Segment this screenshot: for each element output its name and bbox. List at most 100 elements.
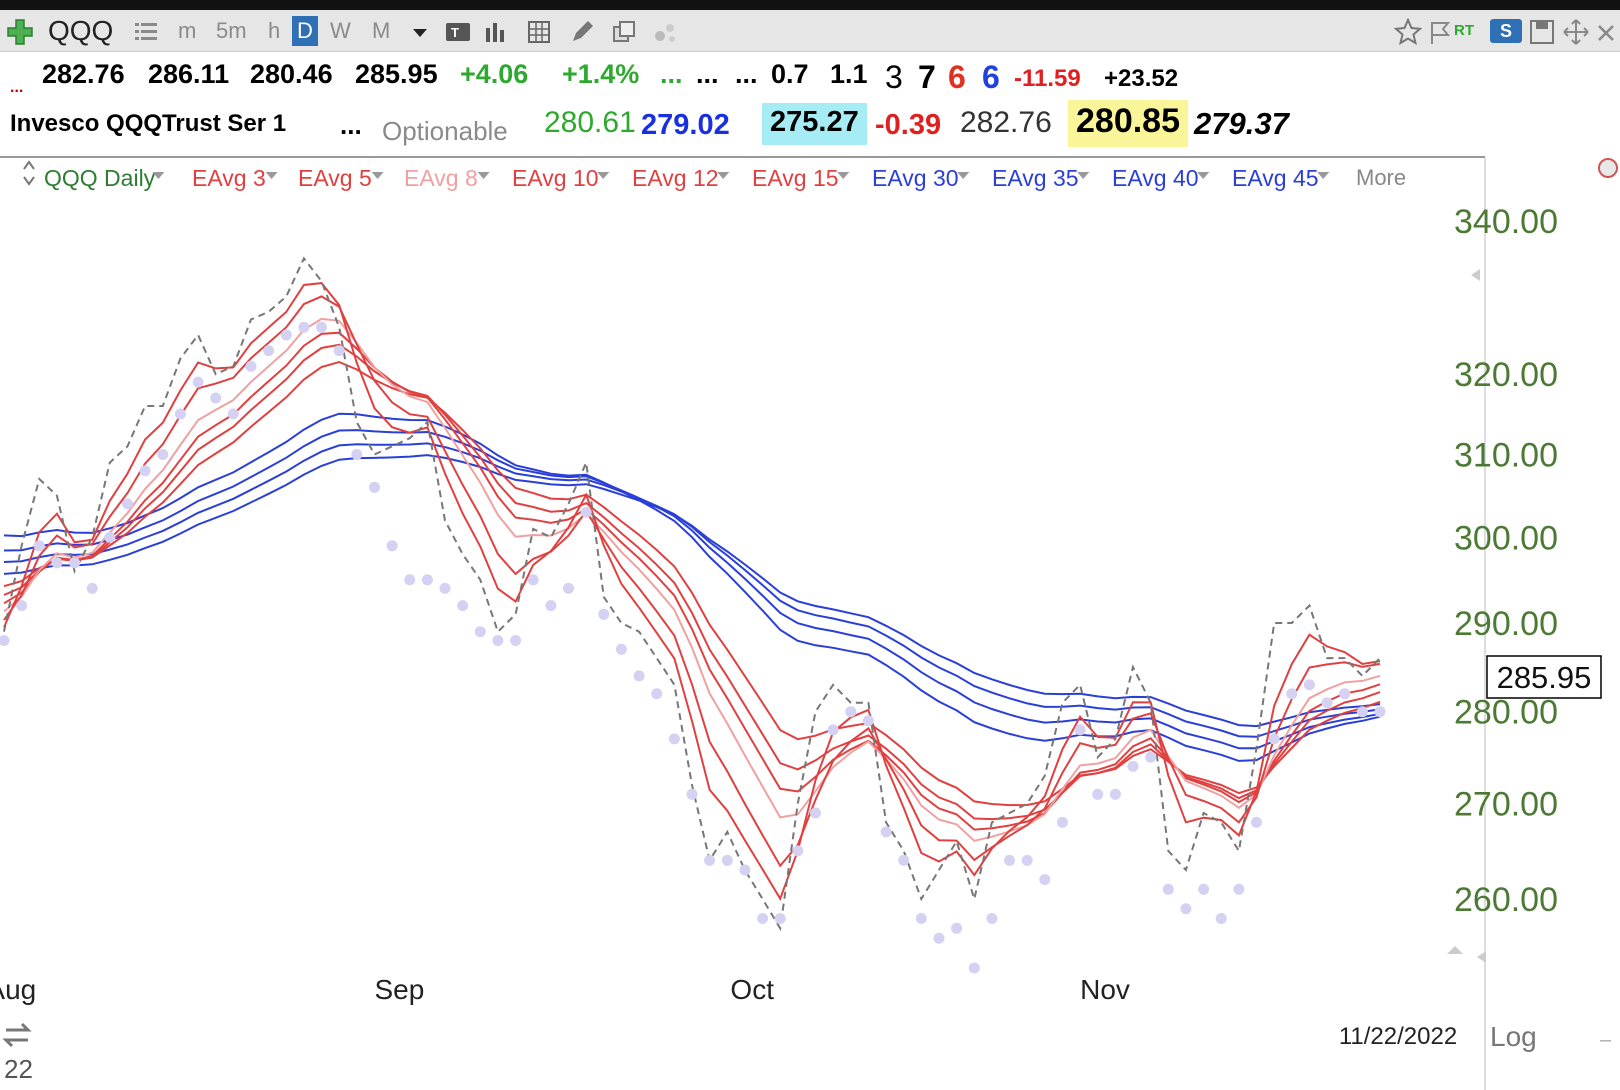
price-low-dot [1198,883,1210,895]
interval-w-button[interactable]: W [330,18,351,43]
interval-m-monthly-button[interactable]: M [372,18,391,43]
layers-icon[interactable] [610,18,638,46]
price-low-dot [351,449,363,460]
legend-item[interactable]: EAvg 35 [992,165,1079,191]
corner-label: 22 [4,1054,33,1084]
quote-row1-value: 1.1 [830,59,868,89]
legend-item[interactable]: EAvg 45 [1232,165,1319,191]
x-tick-label: Sep [374,974,424,1005]
price-low-dot [580,506,592,518]
quote-row1-value: 6 [982,59,1000,95]
grid-calc-icon[interactable] [526,18,554,46]
price-low-dot [1321,697,1333,709]
legend-dropdown-icon[interactable] [1077,172,1090,179]
legend-dropdown-icon[interactable] [1317,172,1330,179]
price-low-dot [316,321,327,333]
y-tick-label: 270.00 [1454,786,1558,824]
log-scale-toggle[interactable]: Log [1490,1021,1537,1052]
legend-dropdown-icon[interactable] [717,172,730,179]
add-plus-icon[interactable] [6,18,34,46]
scroll-up-arrow-icon[interactable] [1471,269,1480,281]
move-icon[interactable] [1562,18,1590,46]
quote-row1-value: +4.06 [460,59,529,89]
interval-m-button[interactable]: m [178,18,197,43]
price-low-dot [1092,788,1104,800]
price-low-dot [298,321,310,333]
y-tick-label: 320.00 [1454,356,1558,394]
quote-row2-value: 282.76 [960,106,1052,139]
x-tick-label: Nov [1080,974,1130,1005]
dropdown-arrow-icon[interactable] [406,18,434,46]
price-low-dot [527,574,539,586]
legend-item[interactable]: QQQ Daily [44,165,156,191]
window-top-strip [0,0,1620,10]
legend-dropdown-icon[interactable] [152,172,165,179]
x-tick-label: Oct [730,974,774,1005]
ema-5-line [3,295,1381,868]
save-icon[interactable] [1528,18,1556,46]
ema-40-line [3,442,1381,738]
symbol-field[interactable]: QQQ [48,15,114,46]
scroll-left-arrow-icon[interactable] [1477,951,1486,963]
legend-dropdown-icon[interactable] [957,172,970,179]
pencil-icon[interactable] [568,18,596,46]
price-low-dot [174,408,186,420]
collapse-arrow-icon[interactable] [1447,946,1463,954]
legend-item[interactable]: EAvg 3 [192,165,266,191]
price-low-dot [951,922,963,934]
legend-dropdown-icon[interactable] [597,172,610,179]
price-low-dot [615,643,627,655]
quote-row1-value: 3 [885,59,903,95]
price-low-dot [1074,724,1086,736]
price-chart[interactable]: QQQ Daily EAvg 3 EAvg 5 EAvg 8 EAvg 10 EAvg 1… [0,153,1620,1090]
axis-minus-icon[interactable]: – [1600,1029,1612,1051]
price-low-dot [139,465,151,477]
legend-dropdown-icon[interactable] [837,172,850,179]
legend-item[interactable]: EAvg 40 [1112,165,1199,191]
y-tick-label: 310.00 [1454,436,1558,474]
legend-dropdown-icon[interactable] [265,172,278,179]
close-icon[interactable] [1594,18,1618,46]
legend-item[interactable]: EAvg 5 [298,165,372,191]
star-icon[interactable] [1394,18,1422,46]
scroll-arrows-icon[interactable] [2,1022,32,1048]
y-tick-label: 280.00 [1454,694,1558,732]
legend-dropdown-icon[interactable] [1197,172,1210,179]
color-wheel-icon[interactable] [1598,158,1618,178]
price-low-dot [792,845,804,857]
interval-5m-button[interactable]: 5m [216,18,247,43]
price-low-dot [474,626,486,638]
interval-h-button[interactable]: h [268,18,281,43]
price-low-dot [1374,706,1386,718]
legend-item[interactable]: EAvg 10 [512,165,599,191]
interval-d-button[interactable]: D [292,16,318,46]
price-tag: 285.95 [1486,655,1602,699]
legend-dropdown-icon[interactable] [371,172,384,179]
y-axis: 340.00 320.00 310.00 300.00 290.00 280.00 270.… [1454,203,1558,919]
x-tick-label: Aug [0,974,36,1005]
dots-icon[interactable] [652,18,680,46]
text-tool-icon[interactable]: T [444,18,472,46]
legend-item[interactable]: EAvg 30 [872,165,959,191]
legend-item[interactable]: EAvg 12 [632,165,719,191]
list-icon[interactable] [132,18,160,46]
price-low-dot [774,913,786,924]
legend-sort-icon[interactable] [23,160,35,186]
price-low-dot [1162,883,1174,895]
flag-icon[interactable] [1426,18,1454,46]
realtime-badge[interactable]: RT [1454,22,1474,39]
legend-item[interactable]: EAvg 15 [752,165,839,191]
price-low-dot [1180,903,1192,915]
bar-chart-icon[interactable] [482,18,510,46]
price-low-dot [157,449,169,460]
price-low-dot [263,345,275,357]
price-low-dot [192,376,204,388]
quote-row1-value: ... [696,59,719,89]
security-name: Invesco QQQTrust Ser 1 [10,110,287,137]
price-low-dot [598,608,610,620]
legend-dropdown-icon[interactable] [477,172,490,179]
legend-item[interactable]: EAvg 8 [404,165,478,191]
legend-more-link[interactable]: More [1356,165,1406,190]
s-menu-button[interactable]: S [1490,19,1522,43]
price-low-dot [898,854,910,866]
